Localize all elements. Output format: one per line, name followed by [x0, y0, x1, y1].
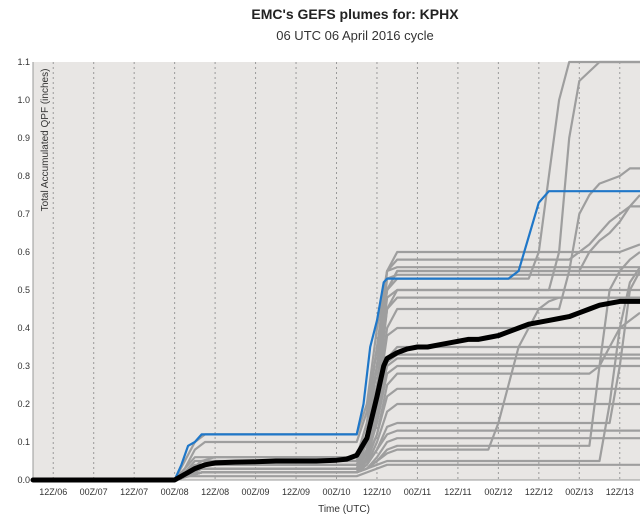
- y-tick-label: 0.1: [17, 437, 30, 447]
- x-tick-label: 12Z/06: [39, 487, 67, 497]
- x-tick-label: 12Z/10: [363, 487, 391, 497]
- x-tick-label: 12Z/11: [444, 487, 471, 497]
- member-line: [33, 243, 640, 482]
- x-tick-label: 00Z/12: [484, 487, 512, 497]
- y-tick-label: 0.4: [17, 323, 30, 333]
- y-tick-label: 0.3: [17, 361, 30, 371]
- highlight-line: [33, 190, 640, 482]
- x-tick-label: 00Z/08: [161, 487, 189, 497]
- member-line: [33, 194, 640, 482]
- x-tick-label: 12Z/07: [120, 487, 148, 497]
- mean-line: [30, 298, 640, 483]
- x-tick-label: 12Z/08: [201, 487, 229, 497]
- y-tick-label: 0.5: [17, 285, 30, 295]
- y-tick-label: 0.9: [17, 133, 30, 143]
- x-tick-label: 00Z/11: [404, 487, 431, 497]
- highlight-plume: [33, 190, 640, 482]
- y-tick-labels: 0.0 0.1 0.2 0.3 0.4 0.5 0.6 0.7 0.8 0.9 1.0 1.1: [17, 57, 30, 485]
- y-tick-label: 1.0: [17, 95, 30, 105]
- x-tick-labels: 12Z/06 00Z/07 12Z/07 00Z/08 12Z/08 00Z/09 12Z/…: [39, 487, 634, 497]
- chart-title: EMC's GEFS plumes for: KPHX: [251, 6, 459, 22]
- x-tick-label: 00Z/07: [80, 487, 108, 497]
- x-tick-label: 12Z/09: [282, 487, 310, 497]
- chart-subtitle: 06 UTC 06 April 2016 cycle: [276, 28, 434, 43]
- x-axis-label: Time (UTC): [318, 504, 370, 515]
- y-tick-label: 0.2: [17, 399, 30, 409]
- mean-plume: [30, 298, 640, 483]
- x-tick-label: 00Z/10: [322, 487, 350, 497]
- x-tick-label: 00Z/13: [565, 487, 593, 497]
- x-tick-label: 12Z/13: [606, 487, 634, 497]
- x-tick-label: 00Z/09: [242, 487, 270, 497]
- y-axis-label: Total Accumulated QPF (inches): [40, 69, 51, 212]
- y-tick-label: 1.1: [17, 57, 30, 67]
- y-tick-label: 0.8: [17, 171, 30, 181]
- y-tick-label: 0.7: [17, 209, 30, 219]
- x-tick-label: 12Z/12: [525, 487, 553, 497]
- y-tick-label: 0.0: [17, 475, 30, 485]
- y-tick-label: 0.6: [17, 247, 30, 257]
